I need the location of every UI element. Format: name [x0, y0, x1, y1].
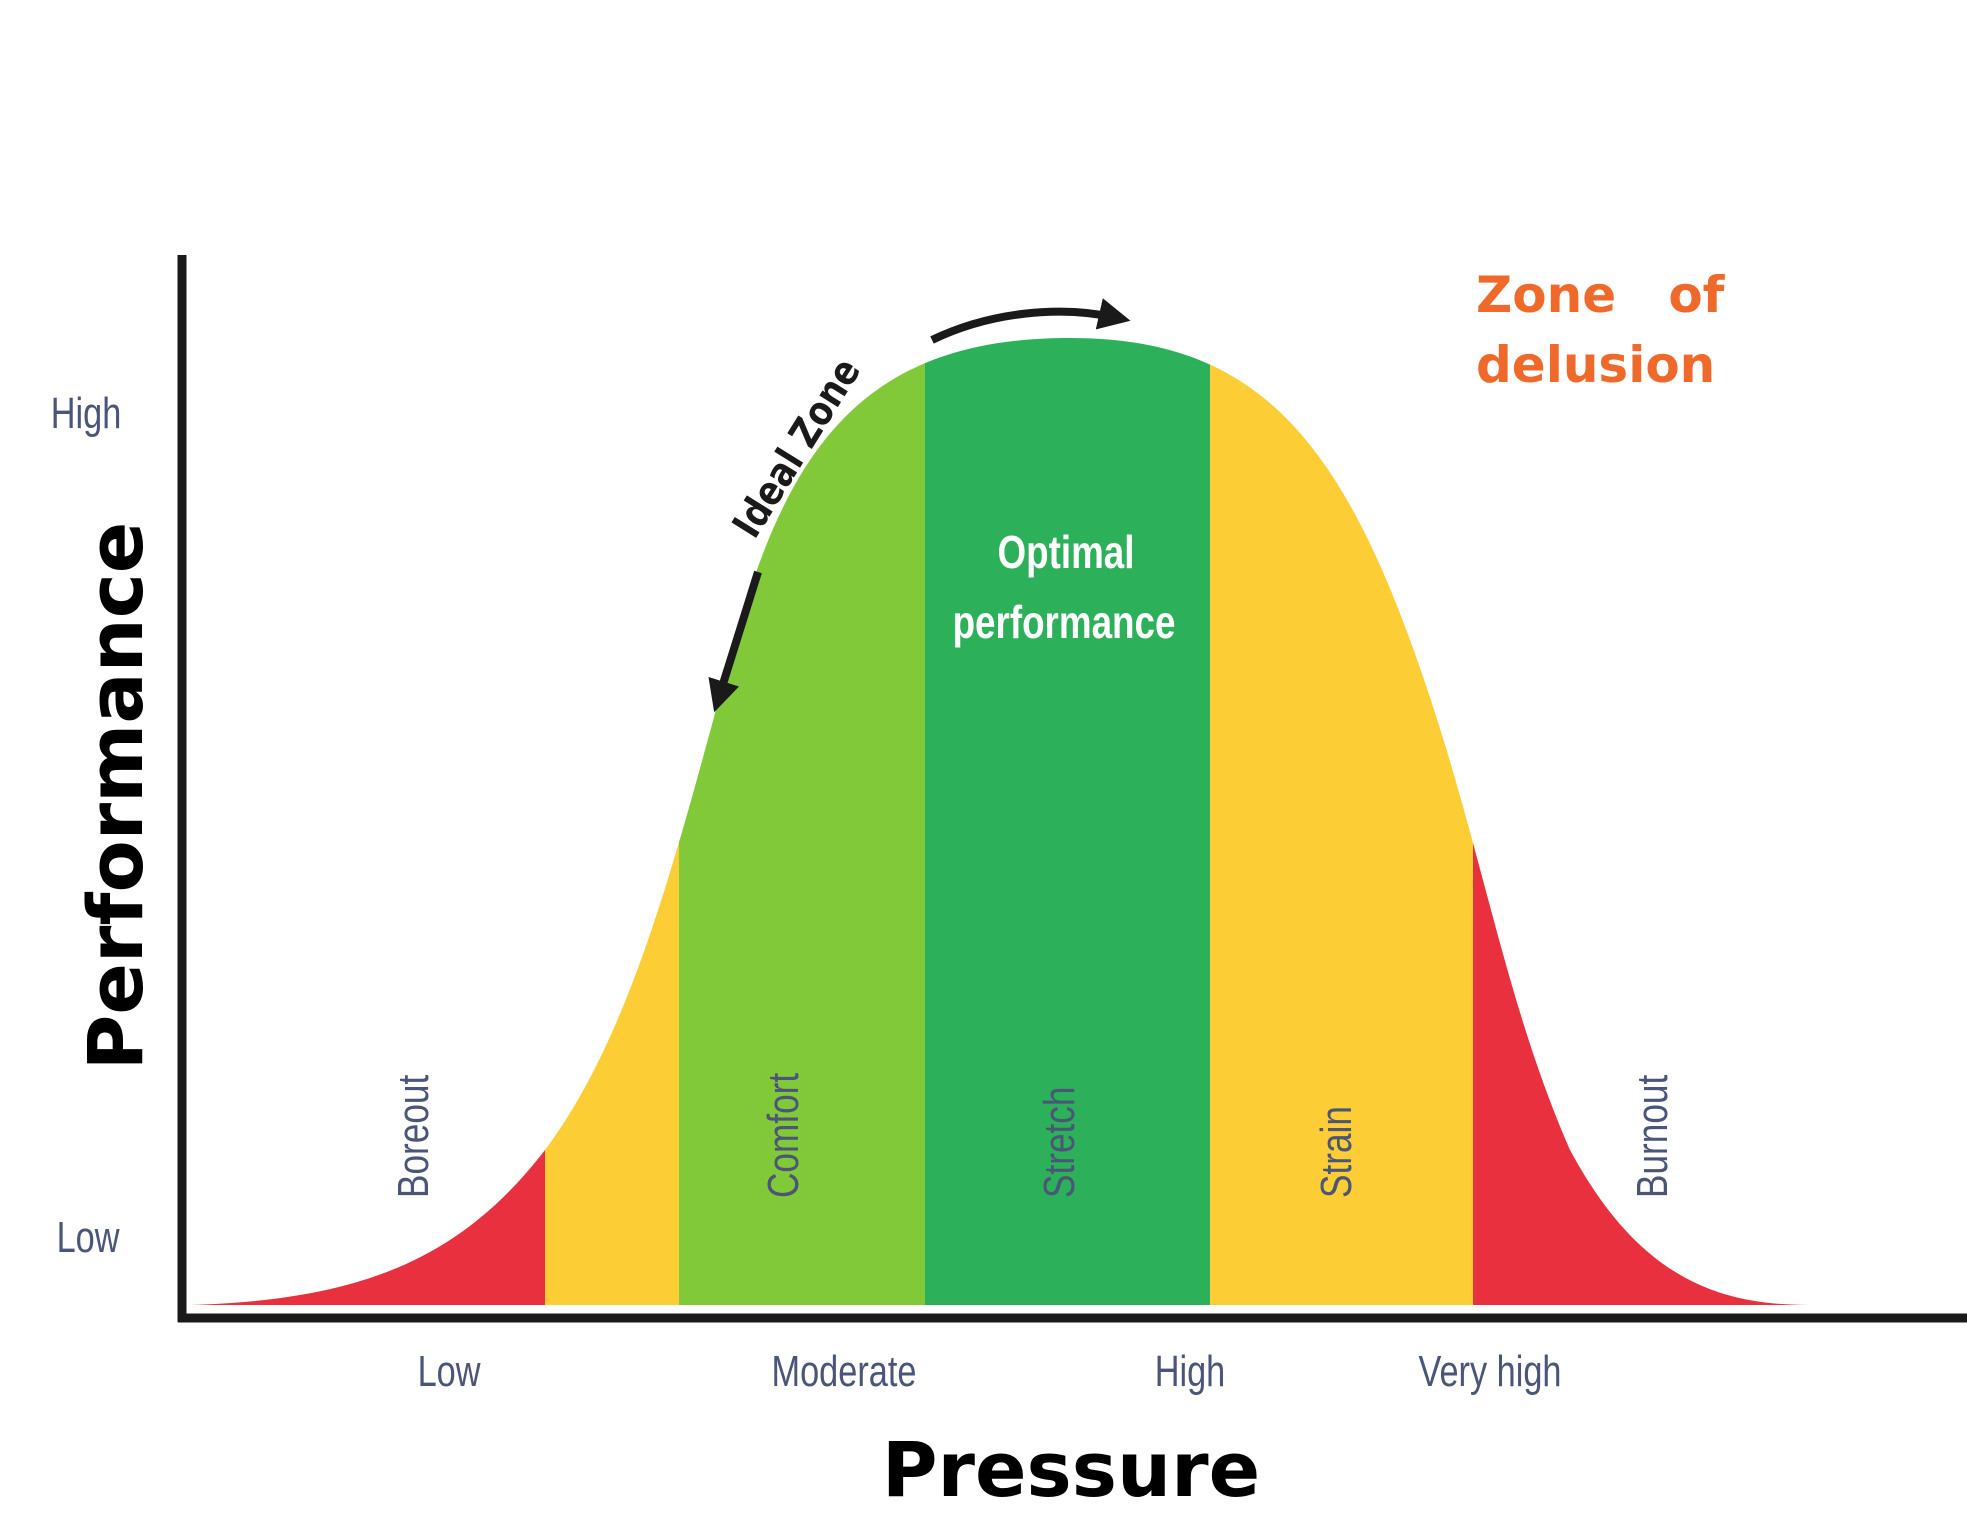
- optimal-label-line2: performance: [953, 596, 1176, 648]
- optimal-label-line1: Optimal: [998, 526, 1135, 578]
- x-tick-high: High: [1155, 1347, 1226, 1396]
- zone-label-strain: Strain: [1312, 1106, 1361, 1198]
- zone-label-stretch: Stretch: [1035, 1087, 1084, 1198]
- zone-label-comfort: Comfort: [759, 1073, 808, 1198]
- zone-label-boreout: Boreout: [389, 1075, 438, 1198]
- x-tick-moderate: Moderate: [772, 1347, 917, 1396]
- band-left-edge: [545, 337, 680, 1305]
- delusion-label-line2: delusion: [1476, 336, 1715, 394]
- y-axis-title: Performance: [71, 522, 160, 1071]
- y-tick-high: High: [51, 389, 122, 438]
- band-stretch: [925, 337, 1211, 1305]
- band-boreout: [190, 337, 546, 1305]
- arrow-down-left-icon: [708, 570, 762, 713]
- arrow-right-curved-icon: [930, 298, 1131, 344]
- y-tick-low: Low: [57, 1213, 120, 1262]
- zone-label-burnout: Burnout: [1628, 1075, 1677, 1198]
- x-tick-low: Low: [418, 1347, 481, 1396]
- x-tick-very-high: Very high: [1418, 1347, 1561, 1396]
- delusion-label-line1: Zone of: [1476, 266, 1726, 324]
- x-axis-title: Pressure: [882, 1425, 1260, 1514]
